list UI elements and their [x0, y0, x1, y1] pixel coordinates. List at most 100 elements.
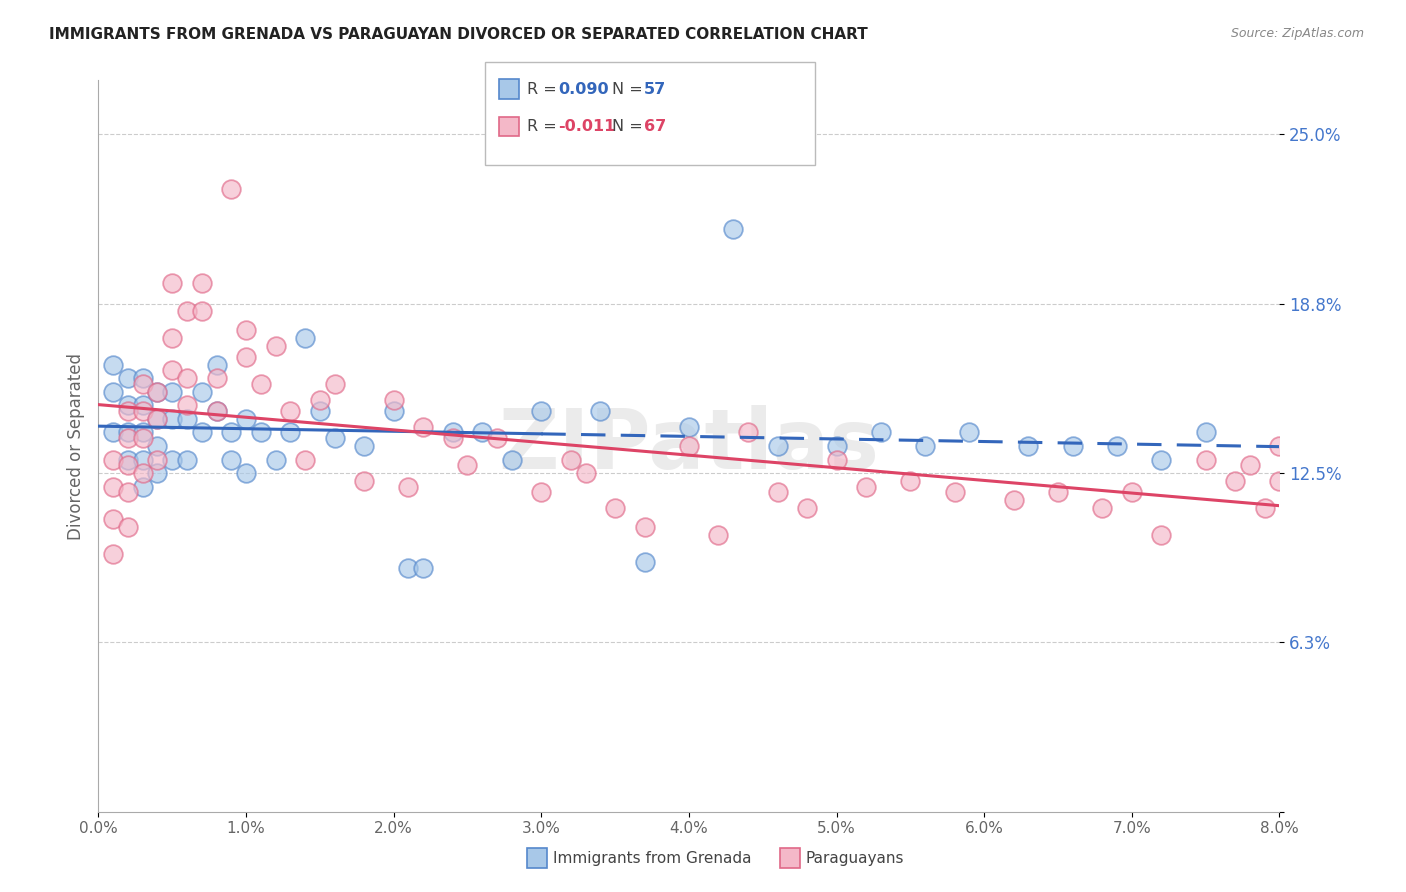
Text: Source: ZipAtlas.com: Source: ZipAtlas.com — [1230, 27, 1364, 40]
Point — [132, 398, 155, 412]
Point — [382, 404, 405, 418]
Point — [191, 425, 214, 440]
Text: 67: 67 — [644, 120, 666, 134]
Point — [943, 485, 966, 500]
Point — [176, 452, 198, 467]
Point — [1195, 452, 1218, 467]
Text: 57: 57 — [644, 82, 666, 96]
Point — [737, 425, 759, 440]
Point — [900, 474, 922, 488]
Point — [825, 452, 848, 467]
Point — [146, 452, 169, 467]
Point — [132, 371, 155, 385]
Point — [103, 425, 125, 440]
Point — [605, 501, 627, 516]
Point — [205, 371, 228, 385]
Point — [678, 420, 700, 434]
Text: N =: N = — [612, 82, 648, 96]
Point — [855, 480, 877, 494]
Point — [1225, 474, 1247, 488]
Point — [103, 480, 125, 494]
Point — [398, 561, 420, 575]
Point — [205, 358, 228, 372]
Point — [398, 480, 420, 494]
Point — [1107, 439, 1129, 453]
Point — [117, 452, 139, 467]
Point — [766, 439, 789, 453]
Point — [634, 556, 657, 570]
Point — [1002, 493, 1025, 508]
Point — [382, 392, 405, 407]
Point — [1150, 528, 1173, 542]
Point — [221, 181, 243, 195]
Point — [117, 431, 139, 445]
Point — [1121, 485, 1143, 500]
Point — [723, 222, 745, 236]
Point — [117, 485, 139, 500]
Point — [103, 512, 125, 526]
Point — [146, 412, 169, 426]
Point — [471, 425, 494, 440]
Point — [117, 398, 139, 412]
Point — [146, 384, 169, 399]
Point — [1018, 439, 1040, 453]
Point — [914, 439, 936, 453]
Point — [176, 303, 198, 318]
Point — [280, 404, 302, 418]
Point — [146, 412, 169, 426]
Point — [530, 404, 553, 418]
Point — [309, 392, 332, 407]
Point — [796, 501, 818, 516]
Point — [250, 376, 273, 391]
Text: Paraguayans: Paraguayans — [806, 851, 904, 865]
Point — [1046, 485, 1070, 500]
Point — [412, 561, 434, 575]
Point — [205, 404, 228, 418]
Point — [117, 371, 139, 385]
Point — [221, 452, 243, 467]
Point — [1254, 501, 1277, 516]
Point — [870, 425, 893, 440]
Point — [103, 452, 125, 467]
Point — [1150, 452, 1173, 467]
Point — [589, 404, 612, 418]
Point — [353, 439, 375, 453]
Text: N =: N = — [612, 120, 648, 134]
Point — [294, 452, 316, 467]
Point — [146, 466, 169, 480]
Point — [176, 398, 198, 412]
Point — [457, 458, 479, 472]
Point — [146, 439, 169, 453]
Point — [162, 331, 183, 345]
Y-axis label: Divorced or Separated: Divorced or Separated — [66, 352, 84, 540]
Point — [132, 431, 155, 445]
Point — [441, 425, 464, 440]
Point — [162, 384, 183, 399]
Point — [117, 458, 139, 472]
Point — [205, 404, 228, 418]
Point — [441, 431, 464, 445]
Point — [294, 331, 316, 345]
Point — [634, 520, 657, 534]
Point — [1239, 458, 1261, 472]
Point — [132, 404, 155, 418]
Point — [132, 425, 155, 440]
Point — [412, 420, 434, 434]
Point — [323, 376, 346, 391]
Point — [250, 425, 273, 440]
Point — [707, 528, 730, 542]
Point — [1195, 425, 1218, 440]
Point — [486, 431, 509, 445]
Point — [191, 303, 214, 318]
Point — [103, 358, 125, 372]
Text: R =: R = — [527, 82, 562, 96]
Point — [162, 363, 183, 377]
Point — [132, 376, 155, 391]
Point — [132, 480, 155, 494]
Point — [103, 547, 125, 561]
Point — [117, 425, 139, 440]
Point — [678, 439, 700, 453]
Point — [1268, 474, 1291, 488]
Point — [162, 277, 183, 291]
Point — [132, 452, 155, 467]
